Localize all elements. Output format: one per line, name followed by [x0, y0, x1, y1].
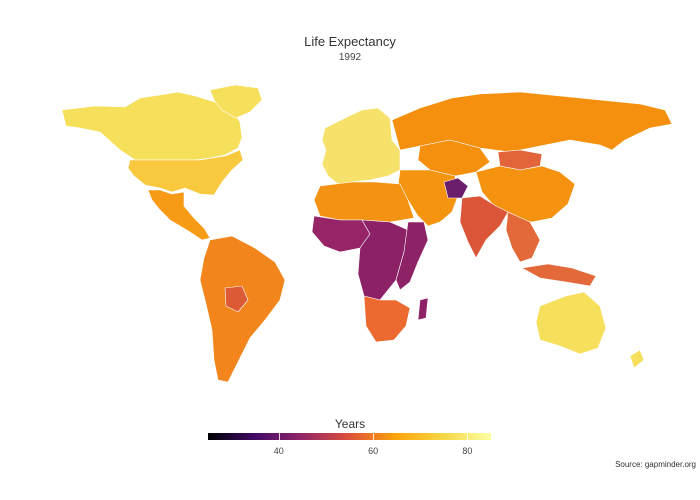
region-greenland [209, 84, 263, 119]
region-australia [535, 291, 607, 355]
chart-title: Life Expectancy [304, 34, 396, 49]
region-new-zealand [629, 349, 645, 369]
source-note: Source: gapminder.org [615, 460, 696, 469]
legend-title: Years [334, 417, 366, 431]
legend-colorbar [208, 433, 491, 440]
region-bolivia [224, 285, 249, 313]
region-india [459, 195, 509, 259]
legend-tick-mark [373, 433, 375, 440]
region-east-africa [395, 221, 429, 291]
region-north-africa [313, 181, 415, 223]
legend-tick-label: 60 [368, 446, 379, 456]
region-southern-africa [363, 295, 411, 343]
region-western-europe [321, 107, 401, 185]
chart-subtitle: 1992 [338, 52, 362, 63]
region-united-states [127, 149, 244, 196]
legend-tick-label: 80 [462, 446, 473, 456]
region-southeast-asia [505, 211, 541, 263]
region-afghanistan [443, 177, 469, 199]
legend-tick-mark [278, 433, 280, 440]
region-mexico-central-america [147, 189, 211, 241]
region-canada [61, 91, 243, 161]
legend-tick-label: 40 [273, 446, 284, 456]
legend-tick-mark [467, 433, 469, 440]
region-madagascar [417, 297, 429, 321]
region-indonesia [521, 263, 597, 287]
region-south-america [199, 235, 286, 383]
